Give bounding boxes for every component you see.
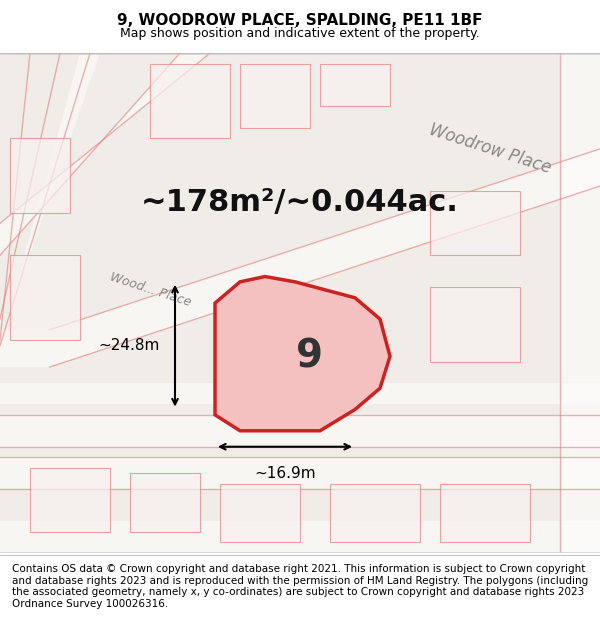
Polygon shape (440, 484, 530, 542)
Polygon shape (150, 64, 230, 138)
Polygon shape (0, 521, 600, 553)
Text: ~24.8m: ~24.8m (98, 338, 160, 353)
Text: Contains OS data © Crown copyright and database right 2021. This information is : Contains OS data © Crown copyright and d… (12, 564, 588, 609)
Polygon shape (220, 484, 300, 542)
Polygon shape (330, 484, 420, 542)
Text: 9: 9 (296, 338, 323, 376)
Polygon shape (0, 53, 210, 255)
Polygon shape (320, 64, 390, 106)
Polygon shape (10, 138, 70, 212)
Polygon shape (30, 468, 110, 532)
Text: ~16.9m: ~16.9m (254, 466, 316, 481)
Polygon shape (430, 287, 520, 362)
Polygon shape (0, 383, 600, 404)
Polygon shape (240, 64, 310, 127)
Polygon shape (0, 458, 600, 489)
Text: Woodrow Place: Woodrow Place (427, 121, 553, 177)
Polygon shape (0, 330, 50, 367)
Polygon shape (50, 149, 600, 367)
Text: Map shows position and indicative extent of the property.: Map shows position and indicative extent… (120, 27, 480, 40)
Text: 9, WOODROW PLACE, SPALDING, PE11 1BF: 9, WOODROW PLACE, SPALDING, PE11 1BF (117, 13, 483, 28)
Polygon shape (215, 276, 390, 431)
Polygon shape (430, 191, 520, 255)
Polygon shape (560, 53, 600, 553)
Polygon shape (0, 415, 600, 447)
Polygon shape (10, 255, 80, 341)
Text: Wood... Place: Wood... Place (107, 270, 193, 309)
Text: ~178m²/~0.044ac.: ~178m²/~0.044ac. (141, 188, 459, 216)
Polygon shape (130, 473, 200, 532)
Polygon shape (0, 53, 100, 346)
